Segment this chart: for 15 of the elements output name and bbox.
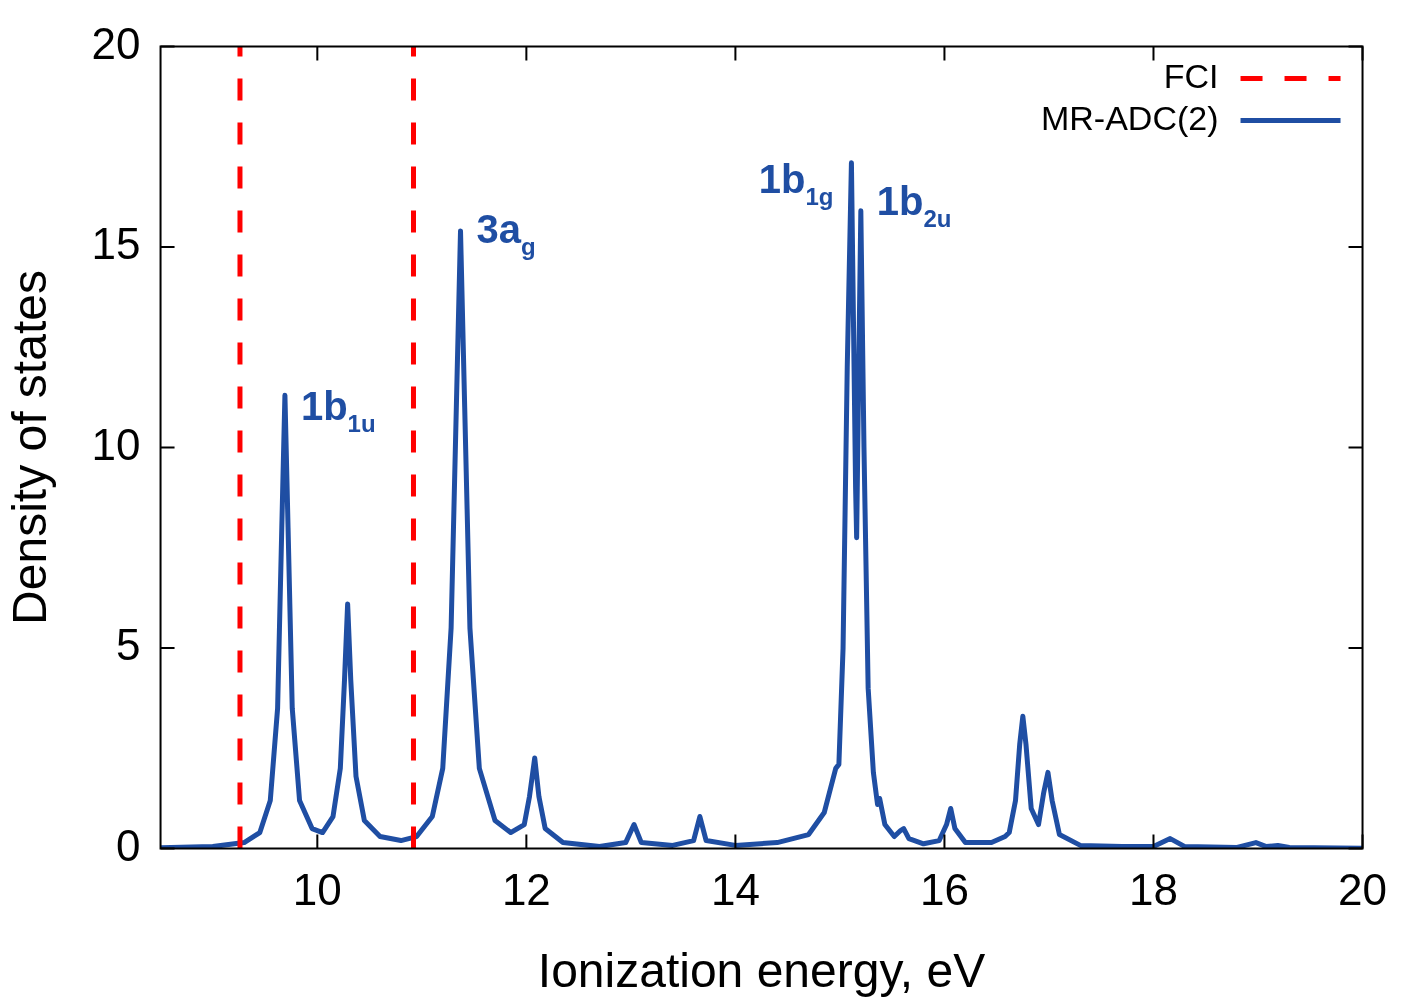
x-tick-label: 16 — [919, 865, 969, 915]
x-tick-label: 18 — [1129, 865, 1178, 915]
x-axis-title: Ionization energy, eV — [537, 944, 986, 998]
y-tick-label: 0 — [116, 820, 141, 870]
y-tick-label: 10 — [91, 419, 141, 469]
legend-label: FCI — [1163, 56, 1219, 95]
x-tick-label: 20 — [1338, 865, 1388, 915]
x-tick-label: 14 — [710, 865, 760, 915]
x-tick-label: 12 — [501, 865, 551, 915]
y-tick-label: 5 — [116, 620, 141, 670]
y-tick-label: 20 — [91, 18, 141, 68]
x-tick-label: 10 — [292, 865, 342, 915]
legend-label: MR-ADC(2) — [1040, 98, 1219, 137]
y-tick-label: 15 — [91, 219, 141, 269]
y-axis-title: Density of states — [3, 270, 57, 625]
